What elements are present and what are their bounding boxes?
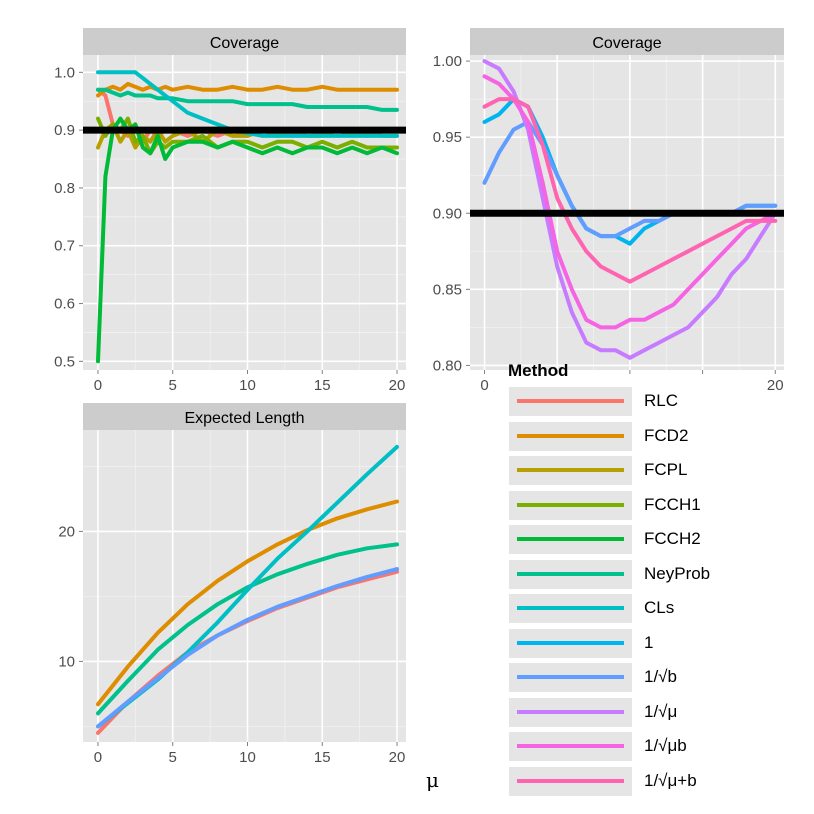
- series-line-1-b: [96, 567, 399, 729]
- legend-key: [508, 662, 633, 693]
- legend-key-line: [517, 606, 624, 610]
- series-line-1-: [482, 59, 778, 360]
- series-line-1-b: [482, 97, 778, 284]
- series-line-cls: [96, 70, 399, 138]
- y-tick-label: 0.5: [54, 353, 75, 370]
- y-tick-label: 0.6: [54, 296, 75, 313]
- legend-key: [508, 696, 633, 728]
- x-axis-label: μ: [426, 768, 439, 792]
- x-tick-label: 15: [314, 377, 331, 394]
- legend-key: [508, 386, 633, 417]
- legend-label: 1/√b: [644, 667, 677, 686]
- strip-title-coverage-left: Coverage: [210, 35, 279, 52]
- legend-key: [508, 420, 633, 452]
- strip-expected-length: [83, 403, 406, 430]
- legend-label: 1/√μb: [644, 736, 687, 755]
- legend-key-line: [517, 744, 624, 748]
- x-tick-label: 15: [314, 749, 331, 766]
- panel-coverage-right: Coverage 0.80 0.85 0.90 0.95 1.00 0 20: [433, 28, 784, 394]
- legend-label: FCCH1: [644, 494, 701, 514]
- legend-key: [508, 731, 633, 762]
- legend-key-line: [517, 675, 624, 679]
- strip-coverage-right: [470, 28, 784, 55]
- x-tick-label: 0: [94, 749, 102, 766]
- legend-label: FCD2: [644, 425, 689, 445]
- legend-key-line: [517, 709, 624, 714]
- legend-key-line: [517, 537, 624, 541]
- x-tick-label: 0: [480, 377, 488, 394]
- panel-expected-length: Expected Length 10 20 0 5 10 15 20: [58, 403, 406, 766]
- panel-coverage-left: Coverage 0.5 0.6 0.7 0.8 0.9 1.0 0 5 10 15 20: [54, 28, 406, 394]
- legend-label: 1/√μ+b: [644, 770, 697, 790]
- legend-key: [508, 627, 633, 659]
- plot-area-expected-length: [83, 430, 406, 742]
- x-tick-label: 10: [239, 377, 256, 394]
- legend-key: [508, 524, 633, 555]
- series-line-neyprob: [96, 87, 399, 112]
- legend-label: 1/√μ: [644, 701, 678, 721]
- series-line-fcch1: [96, 116, 399, 156]
- series-line-fcd2: [96, 499, 399, 707]
- legend-key-line: [517, 399, 624, 403]
- series-line-1-b: [482, 74, 778, 330]
- y-tick-label: 0.95: [433, 129, 462, 146]
- x-tick-label: 20: [389, 377, 406, 394]
- y-tick-label: 0.7: [54, 238, 75, 255]
- legend-key: [508, 765, 633, 797]
- legend-key-line: [517, 468, 624, 472]
- x-tick-label: 20: [767, 377, 784, 394]
- x-tick-label: 10: [239, 749, 256, 766]
- y-tick-label: 0.9: [54, 122, 75, 139]
- legend-label: NeyProb: [644, 563, 711, 583]
- legend-key: [508, 593, 633, 624]
- legend-key-line: [517, 778, 624, 783]
- legend-key: [508, 455, 633, 486]
- y-tick-label: 10: [58, 653, 75, 670]
- x-tick-label: 20: [389, 749, 406, 766]
- x-tick-label: 5: [169, 749, 177, 766]
- legend-label: 1: [644, 632, 654, 652]
- y-tick-label: 0.85: [433, 281, 462, 298]
- y-tick-label: 1.00: [433, 53, 462, 70]
- x-tick-label: 0: [94, 377, 102, 394]
- legend-key-line: [517, 571, 624, 576]
- legend-key-line: [517, 640, 624, 645]
- strip-title-expected-length: Expected Length: [184, 410, 304, 427]
- y-tick-label: 20: [58, 523, 75, 540]
- y-tick-label: 0.8: [54, 180, 75, 197]
- legend-key: [508, 558, 633, 590]
- series-line-fcd2: [96, 81, 399, 98]
- legend-key-line: [517, 433, 624, 438]
- legend-key: [508, 489, 633, 521]
- x-tick-label: 5: [169, 377, 177, 394]
- y-tick-label: 0.90: [433, 205, 462, 222]
- y-tick-label: 0.80: [433, 357, 462, 374]
- strip-coverage-left: [83, 28, 406, 55]
- legend-key-line: [517, 502, 624, 507]
- y-tick-label: 1.0: [54, 64, 75, 81]
- legend-title: Method: [508, 361, 569, 380]
- strip-title-coverage-right: Coverage: [592, 35, 661, 52]
- legend-label: FCCH2: [644, 529, 701, 548]
- legend-label: CLs: [644, 598, 675, 617]
- legend-label: FCPL: [644, 460, 688, 479]
- legend-label: RLC: [644, 391, 679, 410]
